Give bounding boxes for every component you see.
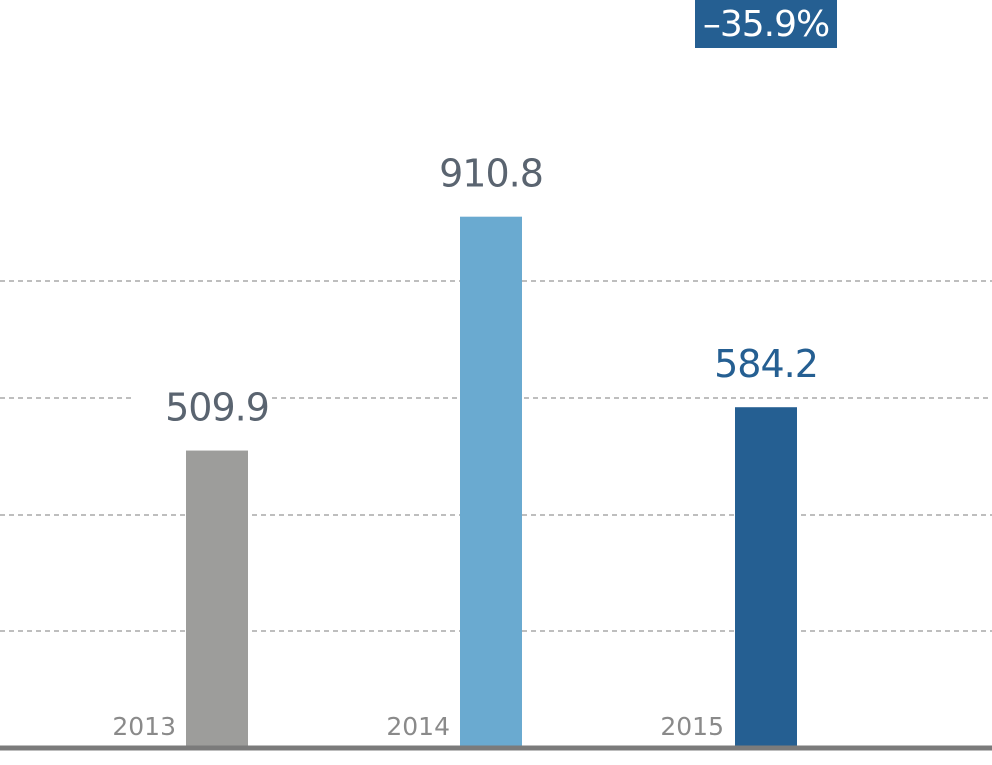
x-tick-label-2014: 2014 <box>386 712 450 741</box>
value-label-2013: 509.9 <box>165 386 269 430</box>
bar-2013 <box>186 450 248 748</box>
value-label-2015: 584.2 <box>714 342 818 386</box>
bar-2014 <box>460 216 522 749</box>
x-tick-labels: 2013 2014 2015 <box>112 712 724 741</box>
value-labels: 509.9 910.8 584.2 <box>165 152 819 430</box>
change-badge: –35.9% <box>695 0 837 48</box>
bar-2015 <box>735 407 797 748</box>
value-label-2014: 910.8 <box>439 152 543 196</box>
x-tick-label-2015: 2015 <box>660 712 724 741</box>
bars <box>186 216 797 749</box>
x-tick-label-2013: 2013 <box>112 712 176 741</box>
